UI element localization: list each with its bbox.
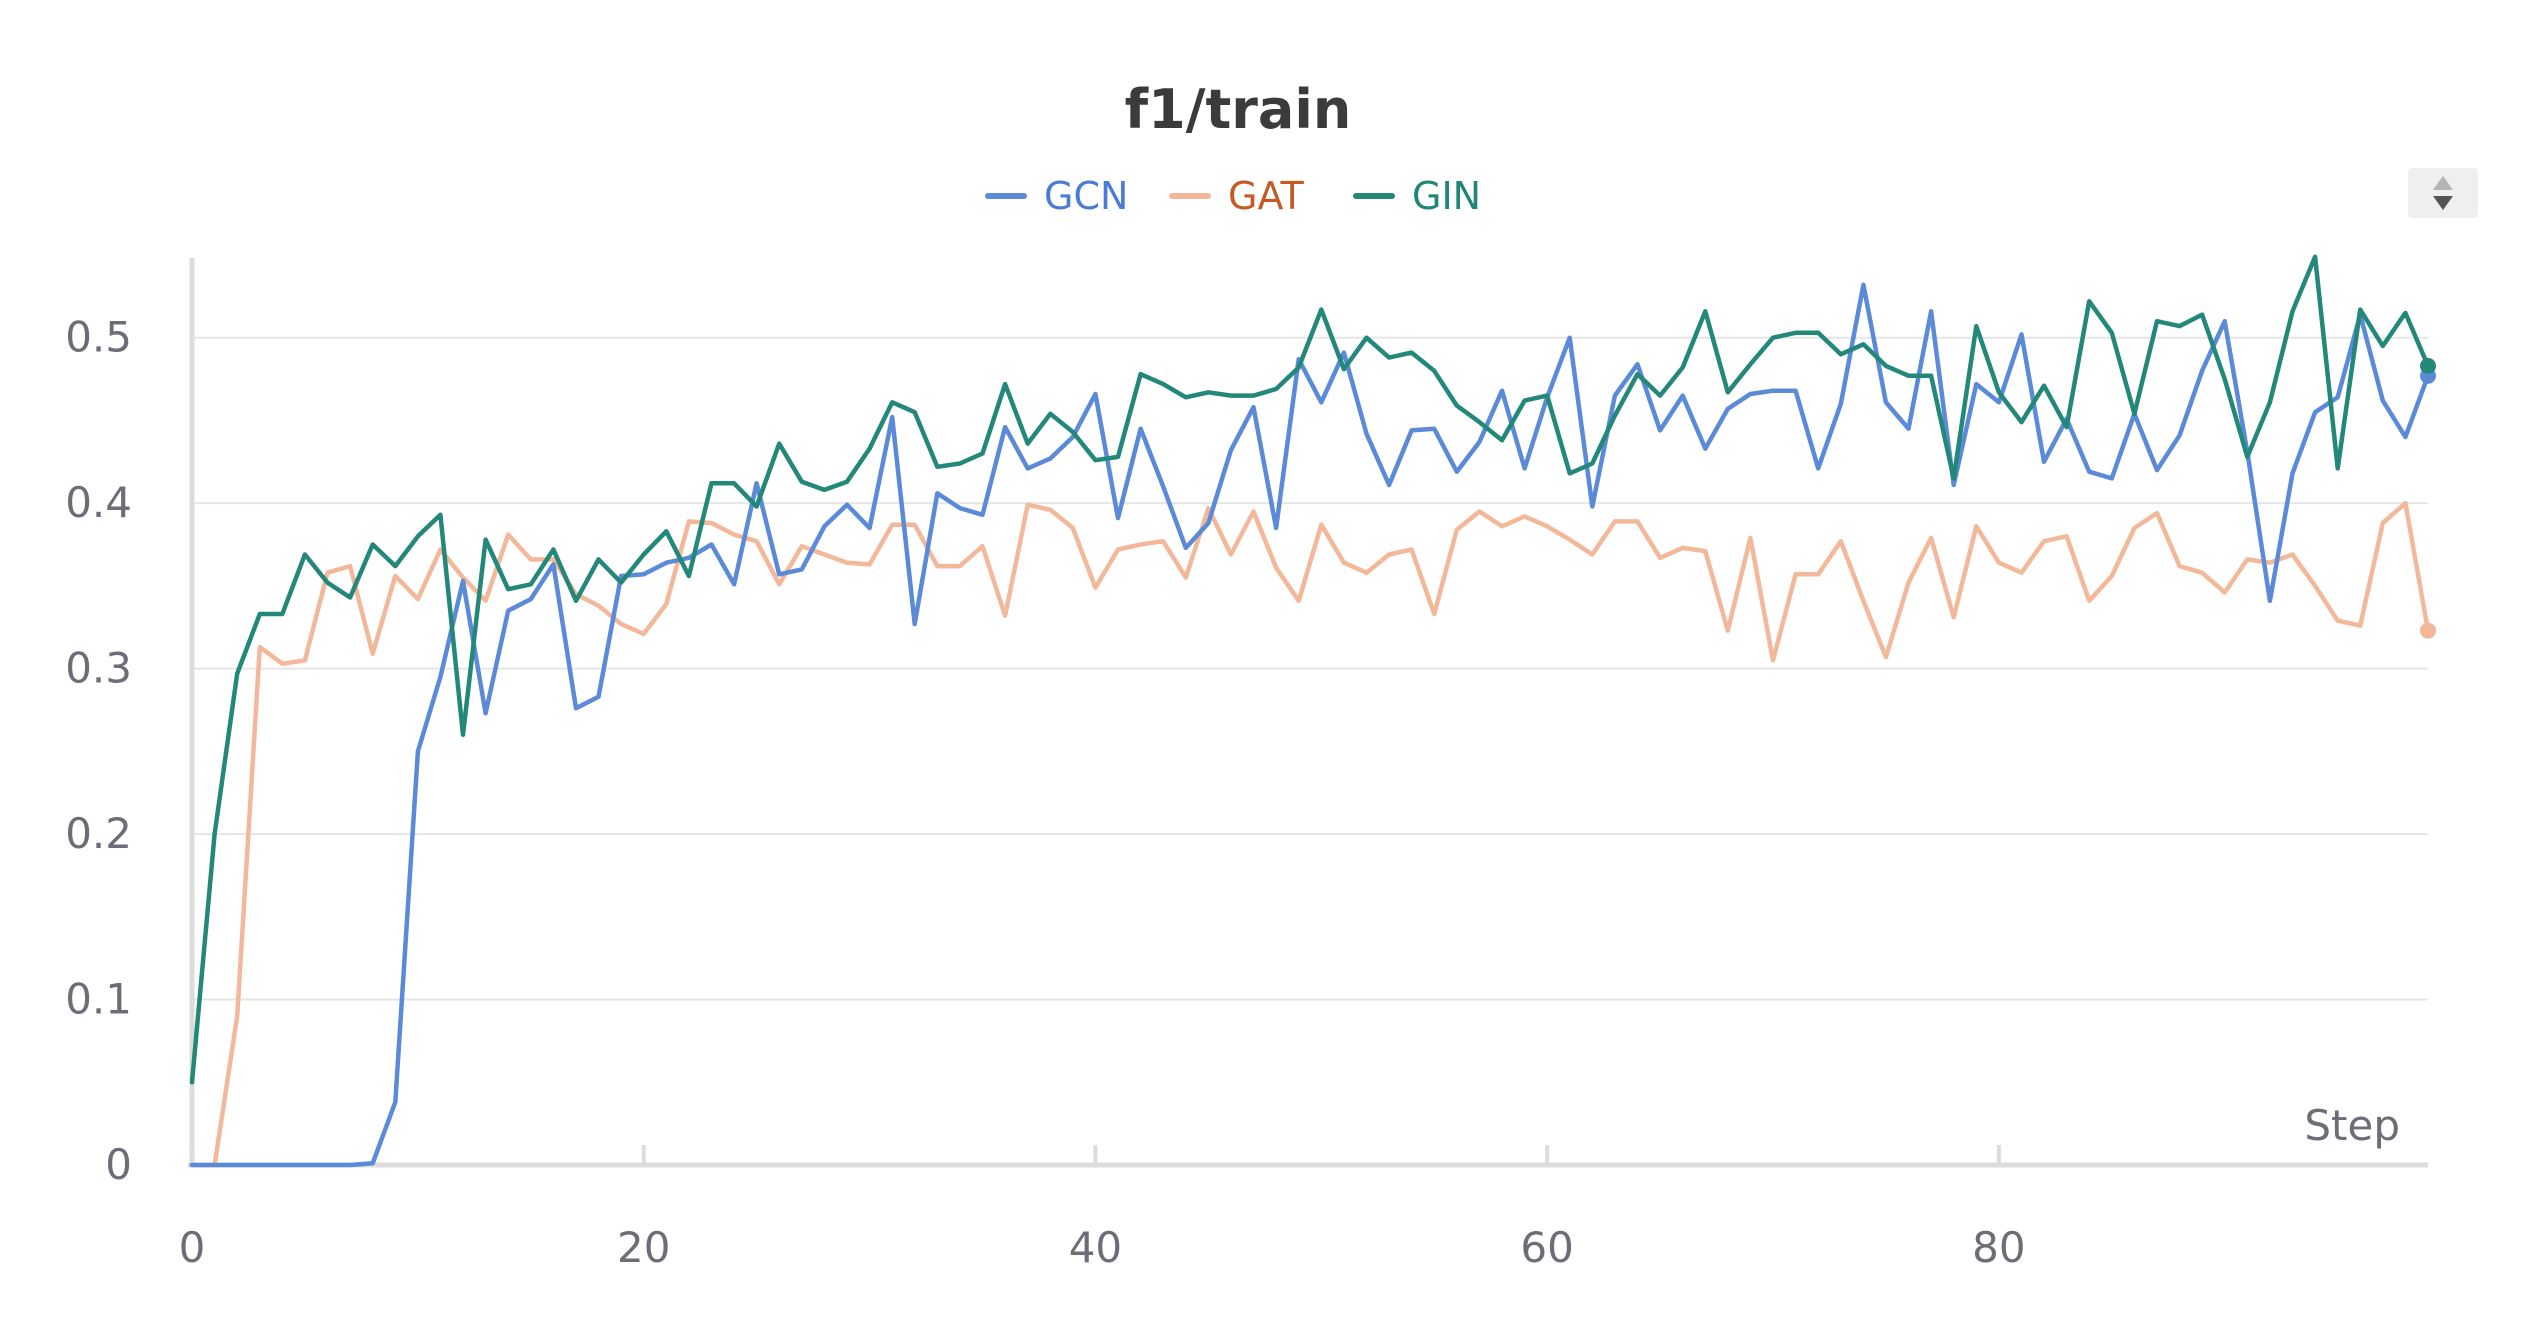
x-tick-label: 40 <box>1069 1223 1122 1272</box>
x-tick-label: 20 <box>617 1223 670 1272</box>
legend-label-gcn[interactable]: GCN <box>1044 174 1128 218</box>
sort-icon[interactable] <box>2408 168 2478 218</box>
y-tick-label: 0 <box>105 1140 132 1189</box>
series-end-point-gat <box>2420 622 2436 639</box>
series-line-gin <box>189 254 2431 1085</box>
y-tick-label: 0.4 <box>65 478 132 527</box>
y-tick-label: 0.2 <box>65 809 132 858</box>
x-tick-label: 80 <box>1972 1223 2025 1272</box>
axes: 0 0.1 0.2 0.3 0.4 0.5 0 20 40 60 80 <box>65 258 2428 1272</box>
grid <box>192 336 2428 1001</box>
series-end-point-gin <box>2420 357 2436 374</box>
chart-title: f1/train <box>1125 78 1352 141</box>
end-markers <box>2420 357 2436 639</box>
x-tick-label: 0 <box>179 1223 206 1272</box>
x-tick-label: 60 <box>1520 1223 1573 1272</box>
y-tick-label: 0.1 <box>65 975 132 1024</box>
x-axis-label: Step <box>2304 1101 2400 1150</box>
y-tick-label: 0.5 <box>65 313 132 362</box>
legend-label-gat[interactable]: GAT <box>1228 174 1304 218</box>
legend[interactable]: GCN GAT GIN <box>985 174 1481 218</box>
sort-down-arrow-icon <box>2433 196 2453 210</box>
series-line-gcn <box>189 282 2431 1168</box>
sort-up-arrow-icon <box>2433 176 2453 190</box>
legend-label-gin[interactable]: GIN <box>1412 174 1481 218</box>
series-lines <box>189 254 2431 1168</box>
y-tick-label: 0.3 <box>65 644 132 693</box>
